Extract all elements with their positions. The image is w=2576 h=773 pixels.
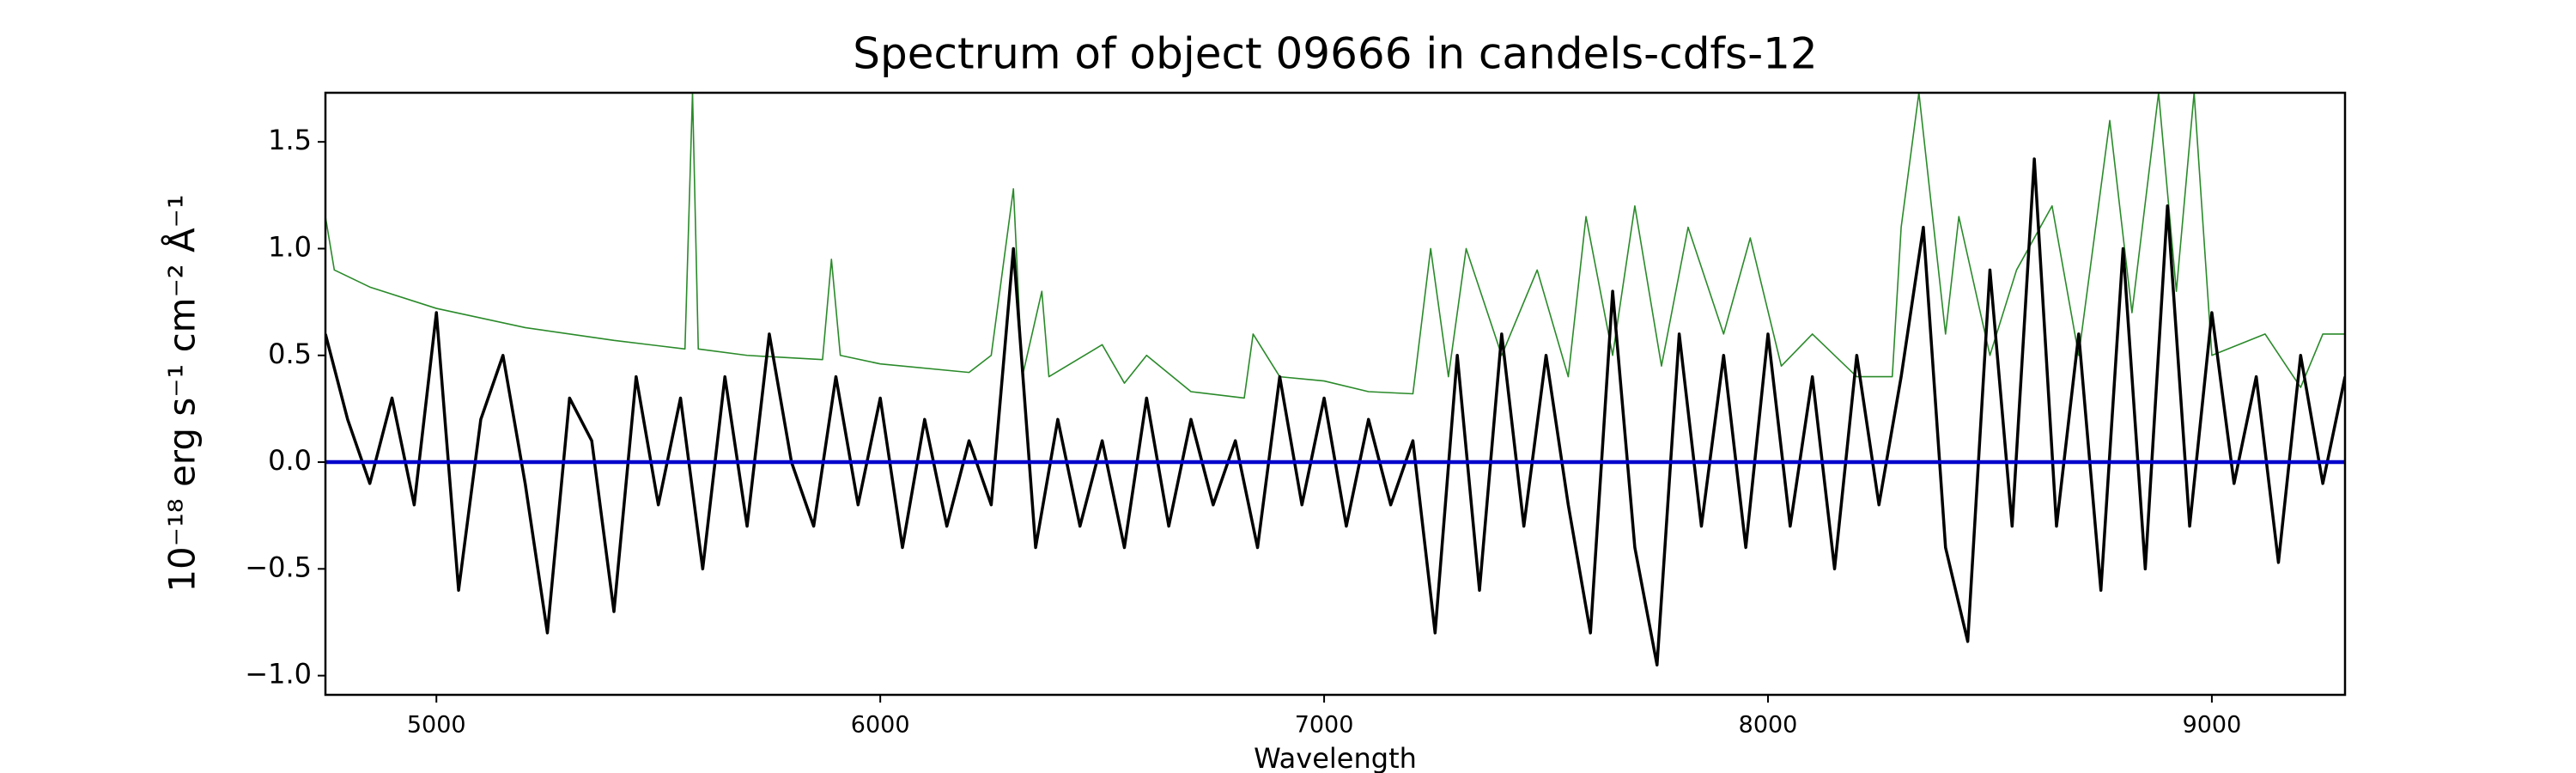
x-tick-label: 7000 — [1295, 712, 1354, 739]
y-tick-label: 1.5 — [268, 124, 312, 156]
y-tick-label: 0.0 — [268, 444, 312, 477]
x-tick-label: 9000 — [2183, 712, 2242, 739]
spectrum-line — [325, 93, 2345, 399]
y-tick-label: −0.5 — [245, 551, 312, 583]
y-axis-label: 10⁻¹⁸ erg s⁻¹ cm⁻² Å⁻¹ — [161, 194, 204, 592]
y-tick-label: −1.0 — [245, 658, 312, 691]
plot-frame — [324, 91, 2347, 697]
x-axis-label: Wavelength — [1254, 742, 1417, 773]
y-tick-label: 0.5 — [268, 338, 312, 370]
x-tick-label: 6000 — [851, 712, 910, 739]
chart-title: Spectrum of object 09666 in candels-cdfs… — [853, 29, 1818, 79]
x-tick-label: 8000 — [1739, 712, 1798, 739]
y-tick-label: 1.0 — [268, 230, 312, 263]
x-tick-label: 5000 — [407, 712, 466, 739]
plot-lines — [325, 93, 2345, 666]
